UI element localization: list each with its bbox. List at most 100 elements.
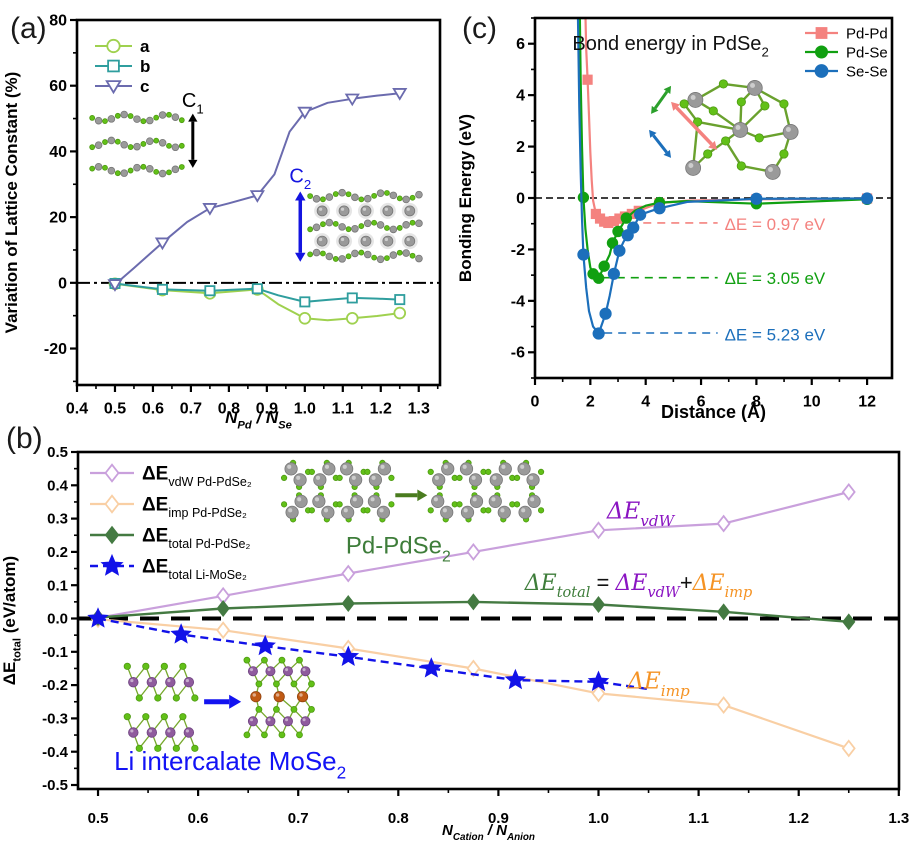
data-point bbox=[170, 623, 192, 644]
data-point bbox=[202, 203, 218, 216]
svg-text:0.6: 0.6 bbox=[142, 401, 164, 418]
svg-text:2: 2 bbox=[586, 394, 595, 411]
svg-text:ΔE = 3.05 eV: ΔE = 3.05 eV bbox=[725, 269, 826, 288]
data-point bbox=[299, 296, 311, 308]
data-point bbox=[298, 312, 312, 325]
svg-text:8: 8 bbox=[752, 394, 761, 411]
inset-molecule bbox=[649, 79, 799, 180]
data-point bbox=[466, 542, 481, 561]
annotation: Li intercalate MoSe2 bbox=[114, 746, 346, 782]
series-c bbox=[107, 88, 408, 292]
data-point bbox=[607, 267, 620, 280]
svg-text:b: b bbox=[140, 57, 150, 76]
annotation: ΔEimp bbox=[626, 668, 690, 699]
legend: ΔEvdW Pd-PdSe₂ ΔEimp Pd-PdSe₂ ΔEtotal Pd-P… bbox=[90, 463, 252, 582]
svg-text:Pd-PdSe2: Pd-PdSe2 bbox=[346, 533, 451, 566]
panel-label-b: (b) bbox=[6, 422, 43, 455]
svg-text:0.8: 0.8 bbox=[218, 401, 240, 418]
panel-label-c: (c) bbox=[462, 12, 497, 45]
data-point bbox=[341, 595, 355, 612]
data-point bbox=[860, 192, 874, 205]
y-axis-label: Bonding Energy (eV) bbox=[456, 114, 475, 282]
svg-text:0: 0 bbox=[58, 275, 67, 292]
svg-text:ΔE = 5.23 eV: ΔE = 5.23 eV bbox=[725, 326, 826, 345]
annotation-arrow bbox=[295, 191, 306, 262]
svg-text:0.6: 0.6 bbox=[188, 810, 209, 827]
data-point bbox=[612, 225, 624, 238]
svg-text:0.2: 0.2 bbox=[47, 544, 68, 561]
svg-text:Bond energy in PdSe2: Bond energy in PdSe2 bbox=[572, 33, 768, 59]
annotation: ΔE = 3.05 eV bbox=[725, 269, 826, 288]
svg-text:2: 2 bbox=[516, 139, 525, 156]
svg-text:0.1: 0.1 bbox=[47, 577, 68, 594]
svg-text:ΔEimp Pd-PdSe₂: ΔEimp Pd-PdSe₂ bbox=[142, 495, 247, 520]
data-point bbox=[577, 191, 590, 204]
svg-text:ΔEtotal = ΔEvdW+ΔEimp: ΔEtotal = ΔEvdW+ΔEimp bbox=[524, 570, 753, 601]
data-point bbox=[392, 88, 408, 101]
legend-marker bbox=[104, 463, 120, 483]
data-point bbox=[750, 192, 763, 205]
svg-text:0.7: 0.7 bbox=[180, 401, 202, 418]
svg-text:ΔEtotal Li-MoSe₂: ΔEtotal Li-MoSe₂ bbox=[142, 557, 247, 582]
svg-text:-0.5: -0.5 bbox=[42, 777, 68, 794]
svg-text:0.5: 0.5 bbox=[104, 401, 126, 418]
panel-b-delta-e-chart: 0.5 0.6 0.7 0.8 0.9 1.0 1.1 1.2 1.3 -0.5 -0.4 -0.3 -… bbox=[0, 444, 909, 843]
svg-text:0.5: 0.5 bbox=[47, 444, 68, 461]
svg-text:Li intercalate MoSe2: Li intercalate MoSe2 bbox=[114, 746, 346, 782]
annotation: ΔE = 0.97 eV bbox=[725, 215, 826, 234]
svg-text:ΔEtotal Pd-PdSe₂: ΔEtotal Pd-PdSe₂ bbox=[142, 526, 250, 551]
data-point bbox=[591, 521, 606, 540]
y-axis-label: ΔEtotal (eV/atom) bbox=[0, 556, 23, 685]
axis-labels: NPd / NSe Variation of Lattice Constant (… bbox=[2, 72, 292, 432]
svg-text:-0.2: -0.2 bbox=[42, 677, 68, 694]
legend-marker bbox=[814, 45, 828, 59]
svg-text:0.4: 0.4 bbox=[66, 401, 88, 418]
svg-text:-2: -2 bbox=[511, 242, 525, 259]
svg-text:6: 6 bbox=[516, 36, 525, 53]
data-point bbox=[466, 593, 480, 611]
axis-labels: Distance (Å) Bonding Energy (eV) bbox=[456, 114, 766, 422]
data-point bbox=[598, 260, 610, 272]
data-point bbox=[107, 279, 123, 292]
data-point bbox=[204, 285, 216, 297]
svg-text:-6: -6 bbox=[511, 345, 525, 362]
data-point bbox=[653, 202, 666, 215]
svg-text:1.2: 1.2 bbox=[788, 810, 809, 827]
data-point bbox=[393, 306, 407, 320]
svg-text:0: 0 bbox=[516, 190, 525, 207]
data-point bbox=[842, 613, 856, 631]
data-point bbox=[254, 634, 276, 656]
legend-marker bbox=[106, 38, 121, 54]
svg-text:c: c bbox=[140, 77, 149, 96]
annotation-arrow bbox=[188, 113, 198, 168]
data-point bbox=[504, 668, 527, 690]
data-point bbox=[592, 327, 605, 340]
data-point bbox=[251, 283, 263, 295]
data-point bbox=[249, 190, 265, 203]
legend: Pd-Pd Pd-Se Se-Se bbox=[805, 25, 888, 80]
svg-text:-0.4: -0.4 bbox=[42, 744, 69, 761]
svg-text:1.0: 1.0 bbox=[294, 401, 316, 418]
inset-mose2 bbox=[123, 662, 199, 752]
data-point bbox=[466, 659, 481, 678]
svg-text:0.5: 0.5 bbox=[88, 810, 109, 827]
svg-text:1.0: 1.0 bbox=[588, 810, 609, 827]
inset-chains bbox=[89, 110, 185, 178]
axis-ticks: 0.5 0.6 0.7 0.8 0.9 1.0 1.1 1.2 1.3 -0.5 -0.4 -0.3 -… bbox=[42, 444, 909, 827]
series-imp Pd-PdSe2 bbox=[91, 610, 856, 758]
svg-text:-0.1: -0.1 bbox=[42, 644, 68, 661]
svg-text:0: 0 bbox=[531, 394, 540, 411]
svg-text:-4: -4 bbox=[511, 293, 525, 310]
x-axis-label: NPd / NSe bbox=[225, 408, 292, 431]
data-point bbox=[345, 312, 359, 325]
svg-text:20: 20 bbox=[49, 210, 67, 227]
x-axis-label: Distance (Å) bbox=[661, 402, 766, 422]
legend-marker bbox=[105, 80, 122, 95]
data-point bbox=[420, 657, 443, 678]
svg-text:12: 12 bbox=[858, 394, 876, 411]
data-point bbox=[716, 696, 731, 715]
svg-text:1.2: 1.2 bbox=[370, 401, 392, 418]
data-point bbox=[394, 294, 406, 306]
panel-label-a: (a) bbox=[10, 12, 47, 45]
